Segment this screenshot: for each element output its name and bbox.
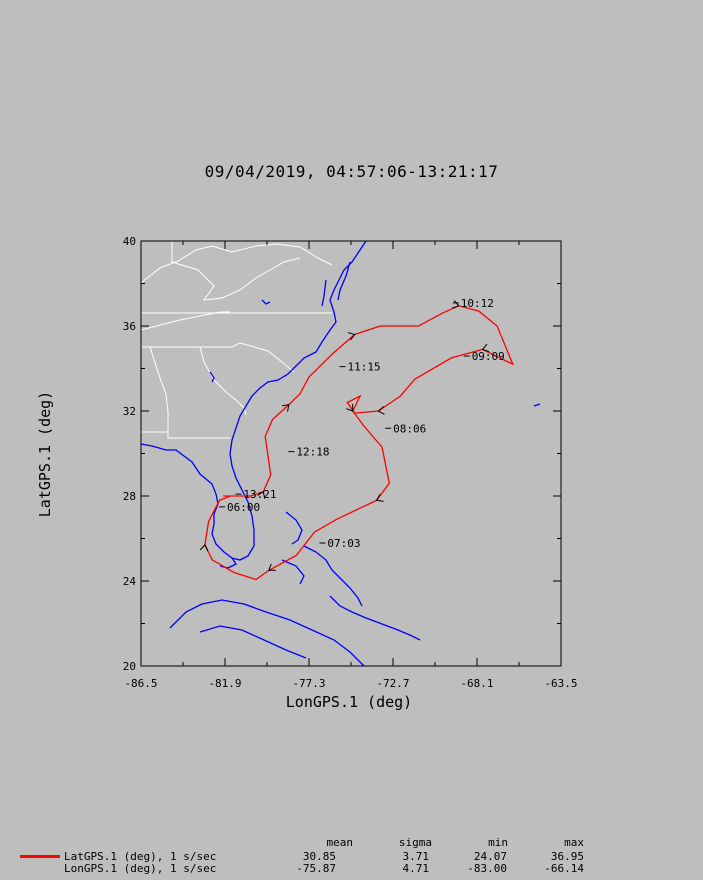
y-tick-label: 20 (123, 660, 136, 673)
coastline (199, 625, 307, 659)
x-axis-title: LonGPS.1 (deg) (286, 693, 412, 711)
legend-line-red (20, 855, 60, 858)
state-border (199, 346, 247, 416)
x-tick-label: -72.7 (376, 677, 409, 690)
coastline (281, 559, 305, 585)
time-label: 07:03 (327, 537, 360, 550)
state-border (140, 311, 230, 331)
stat-max: 36.95 (550, 850, 584, 863)
direction-arrow (451, 300, 460, 309)
stat-mean: 30.85 (302, 850, 336, 863)
plot-frame (140, 240, 562, 667)
y-tick-label: 32 (123, 405, 136, 418)
stat-sigma: 3.71 (402, 850, 430, 863)
coastline (209, 371, 215, 383)
stats-header-max: max (564, 836, 584, 849)
direction-arrow (257, 490, 266, 499)
series-name: LonGPS.1 (deg), 1 s/sec (64, 862, 217, 875)
x-tick-label: -77.3 (292, 677, 325, 690)
coastline (303, 545, 363, 607)
stats-row-lat: LatGPS.1 (deg), 1 s/sec 30.85 3.71 24.07… (0, 850, 703, 863)
direction-arrow (481, 343, 490, 353)
x-tick-label: -86.5 (124, 677, 157, 690)
state-border (171, 241, 301, 301)
coastline (261, 299, 271, 305)
plot-title: 09/04/2019, 04:57:06-13:21:17 (204, 162, 499, 181)
series-name: LatGPS.1 (deg), 1 s/sec (64, 850, 217, 863)
stats-header-min: min (488, 836, 508, 849)
time-label: 10:12 (461, 297, 494, 310)
state-border (149, 346, 230, 439)
track-line (204, 305, 515, 581)
map-plot: -86.5 -81.9 -77.3 -72.7 -68.1 -63.5 20 24 28 32 36… (36, 235, 578, 711)
stat-mean: -75.87 (296, 862, 336, 875)
direction-arrow (281, 404, 290, 412)
time-label: 09:09 (472, 350, 505, 363)
time-label: 13:21 (243, 488, 276, 501)
y-tick-label: 40 (123, 235, 136, 248)
coastline (285, 511, 303, 545)
time-label: 12:18 (296, 446, 329, 459)
stats-header-sigma: sigma (398, 836, 432, 849)
time-label: 11:15 (348, 361, 381, 374)
state-border (140, 243, 333, 284)
stat-min: -83.00 (467, 862, 507, 875)
coastline (140, 240, 367, 561)
stats-table: mean sigma min max LatGPS.1 (deg), 1 s/s… (0, 836, 703, 880)
x-tick-label: -81.9 (208, 677, 241, 690)
stat-max: -66.14 (544, 862, 584, 875)
y-tick-label: 28 (123, 490, 136, 503)
coastline (169, 599, 365, 667)
direction-arrow (346, 403, 354, 412)
stat-min: 24.07 (473, 850, 507, 863)
stats-row-lon: LonGPS.1 (deg), 1 s/sec -75.87 4.71 -83.… (0, 862, 703, 875)
stats-header-mean: mean (326, 836, 354, 849)
direction-arrow (268, 563, 276, 571)
time-label: 06:00 (227, 501, 260, 514)
plot-axes: -86.5 -81.9 -77.3 -72.7 -68.1 -63.5 20 24 28 32 36… (123, 235, 578, 690)
direction-arrow (347, 332, 356, 341)
direction-arrow (377, 406, 385, 415)
coastline (533, 403, 541, 407)
coastline (321, 279, 327, 307)
coastline (329, 595, 421, 641)
stat-sigma: 4.71 (402, 862, 430, 875)
x-tick-label: -63.5 (544, 677, 577, 690)
coastline (337, 261, 351, 301)
state-border (141, 342, 295, 373)
flight-track (199, 300, 515, 581)
direction-arrow (375, 493, 384, 502)
time-label: 08:06 (393, 422, 426, 435)
y-tick-label: 24 (123, 575, 137, 588)
x-tick-label: -68.1 (460, 677, 493, 690)
coastline (219, 557, 237, 569)
y-axis-title: LatGPS.1 (deg) (36, 391, 54, 517)
base-map (140, 240, 541, 667)
direction-arrow (199, 544, 209, 552)
y-tick-label: 36 (123, 320, 136, 333)
